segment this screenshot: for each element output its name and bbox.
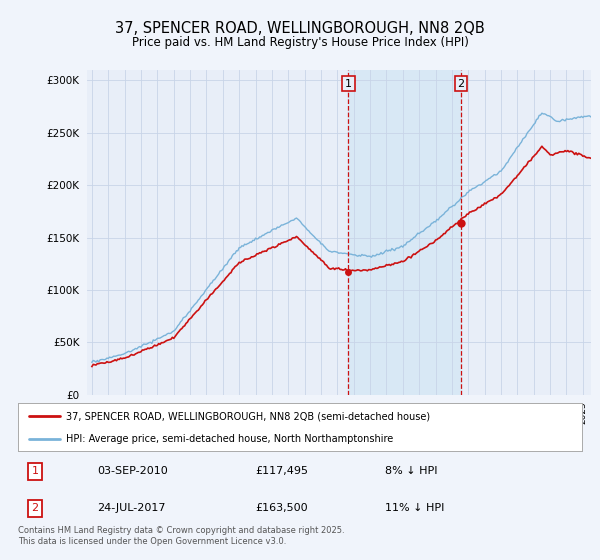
Bar [349,70,461,395]
Text: HPI: Average price, semi-detached house, North Northamptonshire: HPI: Average price, semi-detached house,… [66,434,393,444]
Text: 24-JUL-2017: 24-JUL-2017 [97,503,166,513]
Text: Contains HM Land Registry data © Crown copyright and database right 2025.
This d: Contains HM Land Registry data © Crown c… [18,526,344,546]
Text: 2: 2 [458,78,464,88]
Text: 1: 1 [31,466,38,476]
Text: 2: 2 [31,503,38,513]
Text: £117,495: £117,495 [255,466,308,476]
Text: 37, SPENCER ROAD, WELLINGBOROUGH, NN8 2QB: 37, SPENCER ROAD, WELLINGBOROUGH, NN8 2Q… [115,21,485,36]
Text: £163,500: £163,500 [255,503,308,513]
Text: 8% ↓ HPI: 8% ↓ HPI [385,466,437,476]
Text: 1: 1 [345,78,352,88]
Text: 11% ↓ HPI: 11% ↓ HPI [385,503,444,513]
Text: 37, SPENCER ROAD, WELLINGBOROUGH, NN8 2QB (semi-detached house): 37, SPENCER ROAD, WELLINGBOROUGH, NN8 2Q… [66,411,430,421]
Text: Price paid vs. HM Land Registry's House Price Index (HPI): Price paid vs. HM Land Registry's House … [131,36,469,49]
Text: 03-SEP-2010: 03-SEP-2010 [97,466,168,476]
